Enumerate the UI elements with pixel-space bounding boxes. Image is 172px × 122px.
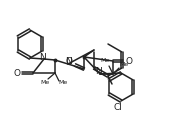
Text: N: N bbox=[40, 52, 46, 61]
Text: O: O bbox=[126, 56, 132, 66]
Text: Me: Me bbox=[40, 80, 50, 85]
Text: N: N bbox=[95, 67, 101, 76]
Text: N: N bbox=[66, 57, 72, 66]
Text: Me: Me bbox=[119, 61, 129, 66]
Text: Me: Me bbox=[100, 59, 110, 63]
Text: Cl: Cl bbox=[114, 103, 122, 112]
Text: Me: Me bbox=[58, 81, 68, 86]
Text: O: O bbox=[13, 68, 20, 77]
Text: O: O bbox=[66, 57, 73, 66]
